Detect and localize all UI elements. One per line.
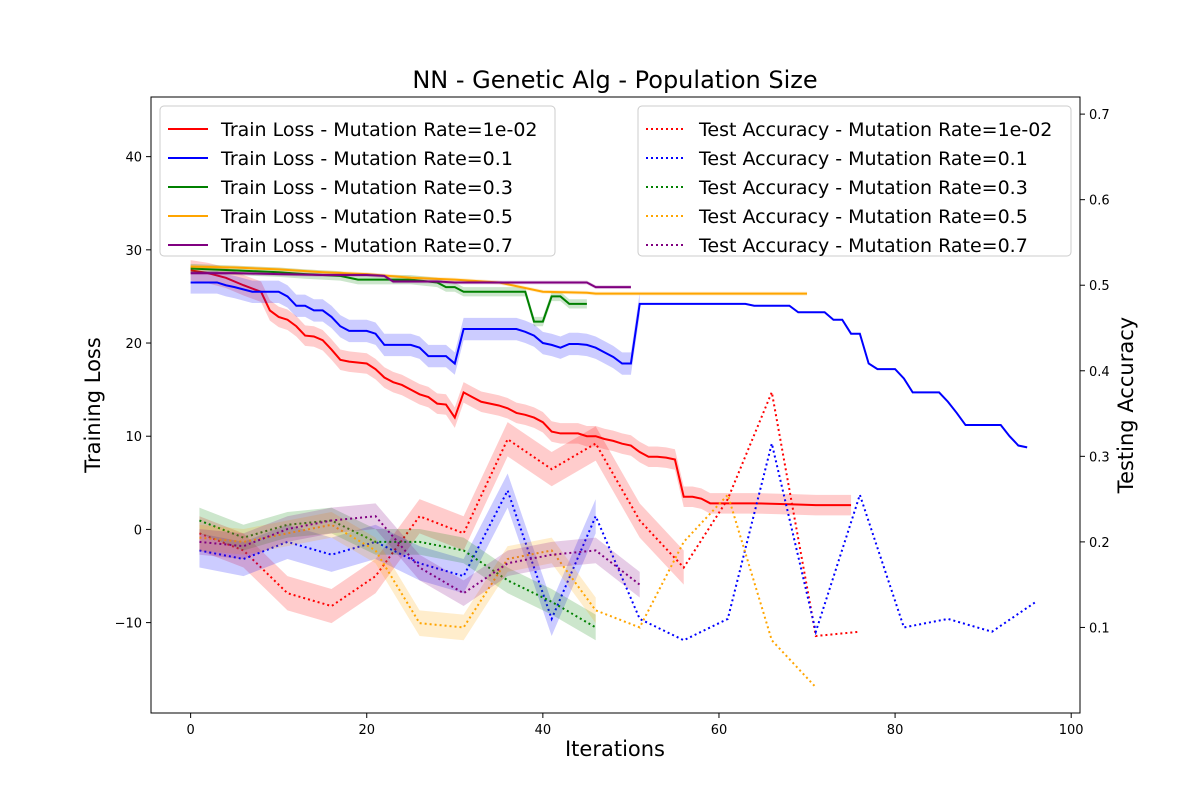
test-line-4 (199, 515, 641, 595)
test-series-2 (199, 507, 597, 641)
x-tick-label: 80 (887, 723, 904, 738)
y-right-tick-label: 0.4 (1089, 365, 1110, 380)
y-right-tick-label: 0.2 (1089, 536, 1110, 551)
train-line-4 (190, 272, 631, 289)
legend-test: Test Accuracy - Mutation Rate=1e-02 Test … (637, 105, 1072, 257)
x-axis-label: Iterations (565, 737, 665, 761)
legend-train: Train Loss - Mutation Rate=1e-02 Train Lo… (159, 105, 556, 257)
chart-title: NN - Genetic Alg - Population Size (412, 66, 817, 94)
y-right-tick-label: 0.7 (1089, 108, 1110, 123)
train-series-3 (190, 264, 808, 296)
test-series-1 (199, 443, 1037, 642)
test-series-0 (199, 388, 860, 638)
y-left-tick-label: 30 (125, 244, 142, 259)
train-line-3 (190, 265, 808, 295)
y-left-tick-label: −10 (115, 617, 142, 632)
y-left-tick-label: 40 (125, 151, 142, 166)
test-series-3 (199, 492, 817, 689)
test-legend-frame (637, 105, 1072, 257)
x-tick-label: 40 (535, 723, 552, 738)
train-band-0 (190, 260, 852, 516)
test-legend-label: Test Accuracy - Mutation Rate=0.3 (698, 177, 1028, 199)
test-band-0 (199, 422, 684, 624)
y-right-tick-label: 0.1 (1089, 621, 1110, 636)
test-line-1 (199, 443, 1037, 642)
test-band-4 (199, 503, 640, 607)
y-right-tick-label: 0.5 (1089, 279, 1110, 294)
train-band-4 (190, 271, 631, 289)
test-legend-label: Test Accuracy - Mutation Rate=0.1 (698, 148, 1028, 170)
train-legend-label: Train Loss - Mutation Rate=0.1 (220, 148, 513, 170)
y-left-tick-label: 20 (125, 337, 142, 352)
plot-frame (150, 96, 1081, 714)
y-axis-left-label: Training Loss (81, 337, 105, 474)
test-series-4 (199, 503, 641, 607)
test-band-2 (199, 507, 596, 641)
test-band-3 (199, 511, 596, 641)
train-legend-frame (159, 105, 556, 257)
x-tick-label: 20 (358, 723, 375, 738)
train-series-0 (190, 260, 852, 516)
x-tick-label: 0 (186, 723, 194, 738)
train-series-1 (190, 271, 1028, 449)
x-tick-label: 100 (1059, 723, 1084, 738)
test-band-1 (199, 473, 596, 636)
test-line-2 (199, 519, 597, 629)
test-line-0 (199, 388, 860, 638)
train-legend-label: Train Loss - Mutation Rate=0.5 (220, 206, 513, 228)
y-axis-right-label: Testing Accuracy (1114, 317, 1138, 494)
y-left-tick-label: 10 (125, 430, 142, 445)
train-line-0 (190, 269, 852, 507)
plot-area (190, 260, 1037, 689)
y-right-tick-label: 0.3 (1089, 450, 1110, 465)
y-left-tick-label: 0 (134, 523, 142, 538)
test-legend-label: Test Accuracy - Mutation Rate=1e-02 (698, 119, 1052, 141)
train-legend-label: Train Loss - Mutation Rate=0.3 (220, 177, 513, 199)
train-series-4 (190, 271, 631, 289)
train-legend-label: Train Loss - Mutation Rate=0.7 (220, 235, 513, 257)
test-legend-label: Test Accuracy - Mutation Rate=0.7 (698, 235, 1028, 257)
axes: 0 20 40 60 80 100 −10 0 10 20 30 40 0.1 0.2 0.3 0.4 0.5 0… (115, 96, 1110, 738)
train-band-1 (190, 271, 640, 375)
train-line-1 (190, 281, 1028, 449)
x-tick-label: 60 (711, 723, 728, 738)
y-right-tick-label: 0.6 (1089, 194, 1110, 209)
test-legend-label: Test Accuracy - Mutation Rate=0.5 (698, 206, 1028, 228)
test-line-3 (199, 492, 817, 689)
train-legend-label: Train Loss - Mutation Rate=1e-02 (220, 119, 538, 141)
